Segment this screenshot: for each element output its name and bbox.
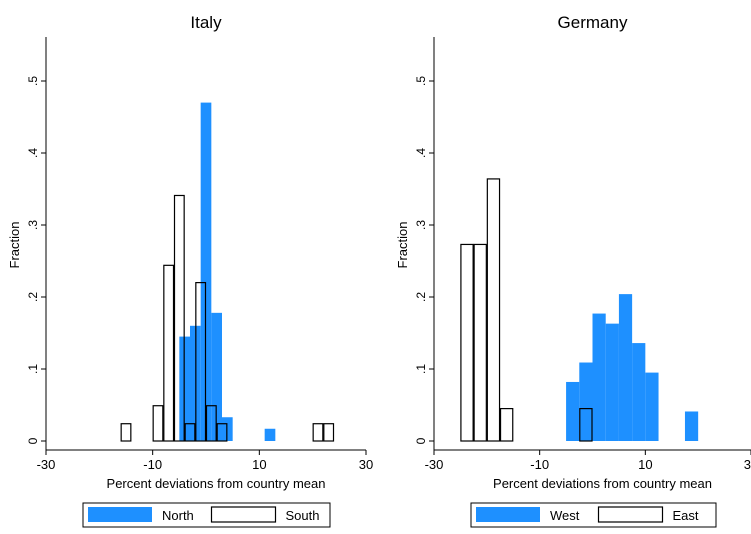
bar [195, 282, 207, 442]
legend-key [210, 506, 277, 523]
y-tick-label: 0 [26, 437, 40, 444]
y-tick-label: .5 [26, 76, 40, 86]
legend-key [476, 507, 540, 522]
bar [211, 312, 222, 441]
bar [486, 178, 501, 442]
x-tick-label: 30 [744, 457, 751, 472]
bar [152, 405, 164, 442]
y-axis-label: Fraction [395, 222, 410, 269]
bar [200, 102, 212, 441]
x-tick-label: 10 [252, 457, 266, 472]
chart-panel-1: Italy 0 .1 .2 .3 .4 .5 Fraction -30 -10 10 30 Percen… [7, 13, 373, 528]
legend-key [597, 506, 664, 523]
series-west [566, 294, 699, 441]
y-tick-label: .1 [26, 364, 40, 374]
bar [163, 264, 175, 442]
legend: North South [82, 502, 331, 528]
bar [205, 405, 217, 442]
bar [173, 194, 185, 442]
y-tick-label: .1 [414, 364, 428, 374]
legend-label: South [286, 508, 320, 523]
bar [460, 243, 474, 442]
legend-label: West [550, 508, 580, 523]
legend: West East [470, 502, 717, 528]
legend-key [88, 507, 152, 522]
bar [684, 411, 699, 441]
series-south [120, 194, 335, 442]
x-tick-label: -10 [143, 457, 162, 472]
chart-panel-2: Germany 0 .1 .2 .3 .4 .5 Fraction -30 -10 10 30 Perc… [395, 13, 751, 528]
bar [645, 372, 659, 441]
x-tick-label: -30 [425, 457, 444, 472]
bar [312, 423, 324, 442]
bar [579, 408, 593, 442]
series-east [460, 178, 593, 442]
y-tick-label: 0 [414, 437, 428, 444]
x-tick-label: 10 [638, 457, 652, 472]
y-tick-label: .2 [26, 292, 40, 302]
y-axis-label: Fraction [7, 222, 22, 269]
chart-title: Italy [190, 13, 222, 32]
bar [592, 313, 606, 441]
bar [120, 423, 132, 442]
x-axis-label: Percent deviations from country mean [493, 476, 712, 491]
y-tick-label: .4 [414, 148, 428, 158]
legend-label: East [673, 508, 699, 523]
bar [605, 323, 619, 441]
y-tick-label: .3 [414, 220, 428, 230]
bar [579, 362, 593, 441]
bar [566, 381, 580, 441]
legend-label: North [162, 508, 194, 523]
x-tick-label: 30 [359, 457, 373, 472]
x-axis-label: Percent deviations from country mean [107, 476, 326, 491]
bar [473, 243, 487, 442]
x-tick-label: -10 [530, 457, 549, 472]
y-tick-label: .2 [414, 292, 428, 302]
bar [499, 408, 514, 442]
bar [618, 294, 633, 441]
bar [216, 423, 228, 442]
y-tick-label: .3 [26, 220, 40, 230]
bar [264, 428, 276, 441]
y-tick-label: .4 [26, 148, 40, 158]
bar [184, 423, 196, 442]
series-north [179, 102, 276, 441]
chart-title: Germany [558, 13, 628, 32]
y-tick-label: .5 [414, 76, 428, 86]
x-tick-label: -30 [37, 457, 56, 472]
bar [632, 343, 646, 441]
bar [323, 423, 335, 442]
